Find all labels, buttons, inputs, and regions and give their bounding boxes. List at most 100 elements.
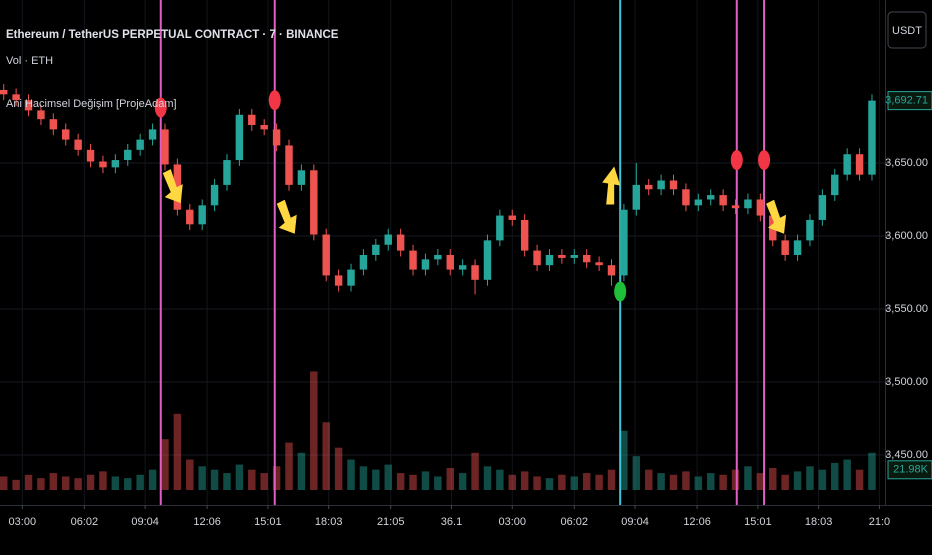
x-tick-label: 09:04 [131, 516, 159, 528]
signal-marks [154, 90, 787, 302]
candle-body [372, 244, 380, 255]
signal-dot [730, 150, 743, 171]
x-tick-label: 18:03 [805, 516, 833, 528]
signal-arrow [766, 199, 787, 234]
volume-bar [74, 478, 82, 490]
candle-body [322, 234, 330, 276]
volume-bar [272, 466, 281, 490]
candle-body [818, 195, 827, 220]
candle-body [793, 240, 802, 255]
volume-bar [384, 464, 392, 490]
candle-body [508, 215, 516, 220]
candle-body [607, 265, 616, 276]
volume-bar [223, 473, 231, 490]
x-tick-label: 21:05 [377, 516, 405, 528]
candle-body [0, 89, 8, 95]
legend-line: Vol · ETH [6, 55, 53, 67]
x-tick-label: 36.1 [441, 516, 462, 528]
volume-bar [669, 474, 678, 490]
volume-bar [396, 473, 405, 490]
candle-body [657, 180, 665, 190]
y-tick-label: 3,550.00 [885, 303, 928, 315]
volume-bar [458, 473, 467, 490]
volume-bar [161, 439, 169, 490]
volume-bar [756, 473, 765, 490]
candle-body [421, 259, 430, 270]
candle-body [86, 149, 95, 162]
currency-button-label[interactable]: USDT [892, 25, 922, 37]
volume-bar [310, 371, 318, 490]
candle-body [359, 254, 368, 270]
volume-bar [446, 467, 454, 490]
x-tick-label: 12:06 [193, 516, 221, 528]
x-tick-label: 12:06 [683, 516, 711, 528]
volume-bar [248, 469, 256, 490]
volume-bar [359, 466, 368, 490]
candle-body [458, 265, 467, 270]
volume-bar [818, 469, 827, 490]
x-tick-label: 18:03 [315, 516, 343, 528]
volume-bar [595, 474, 603, 490]
candle-body [496, 215, 504, 241]
candle-body [868, 100, 876, 175]
candle-body [756, 199, 765, 216]
candle-body [558, 254, 566, 258]
candle-body [520, 219, 529, 251]
volume-bar [508, 474, 516, 490]
volume-bar [471, 452, 479, 490]
candle-body [235, 114, 244, 161]
volume-bar [347, 459, 355, 490]
currency-button[interactable] [887, 11, 927, 49]
volume-bar [24, 474, 33, 490]
y-tick-label: 3,450.00 [885, 449, 928, 461]
candle-body [272, 129, 281, 146]
candle-body [334, 275, 343, 286]
volume-bar [99, 471, 107, 490]
last-volume-label: 21.98K [893, 464, 929, 476]
candle-body [545, 254, 554, 266]
signal-dot [154, 97, 167, 118]
candle-body [471, 265, 479, 280]
volume-bar [37, 478, 45, 490]
candle-body [694, 199, 703, 206]
candle-body [409, 250, 417, 270]
volume-bar [210, 469, 219, 490]
volume-bar [620, 430, 628, 490]
volume-bar [657, 473, 665, 490]
volume-bar [111, 476, 120, 490]
candle-body [148, 129, 157, 140]
candle-body [582, 254, 591, 263]
volume-bar [260, 473, 268, 490]
axes: 3,450.00 3,500.00 3,550.00 3,600.00 3,650.00… [9, 91, 932, 528]
candle-body [347, 269, 355, 286]
x-tick-label: 15:01 [254, 516, 282, 528]
volume-bar [644, 469, 653, 490]
candle-body [682, 189, 690, 206]
candle-body [620, 209, 628, 276]
volume-bar [496, 469, 504, 490]
volume-bar [793, 471, 802, 490]
candle-body [297, 170, 306, 185]
chart-title: Ethereum / TetherUS PERPETUAL CONTRACT ·… [6, 29, 339, 41]
volume-bar [62, 476, 70, 490]
candle-body [248, 114, 256, 126]
candle-body [843, 154, 851, 175]
x-tick-label: 21:0 [869, 516, 890, 528]
volume-bar [868, 452, 876, 490]
candle-body [855, 154, 864, 175]
volume-bar [186, 459, 194, 490]
candle-body [806, 219, 814, 241]
x-tick-label: 03:00 [499, 516, 527, 528]
candle-body [136, 139, 144, 150]
candle-body [260, 125, 268, 130]
y-tick-label: 3,650.00 [885, 157, 928, 169]
signal-arrow [162, 169, 183, 204]
volume-bar [483, 466, 492, 490]
volume-bar [136, 474, 144, 490]
volume-bar [334, 447, 343, 490]
y-tick-label: 3,500.00 [885, 376, 928, 388]
volume-bar [694, 476, 703, 490]
volume-bar [533, 476, 541, 490]
